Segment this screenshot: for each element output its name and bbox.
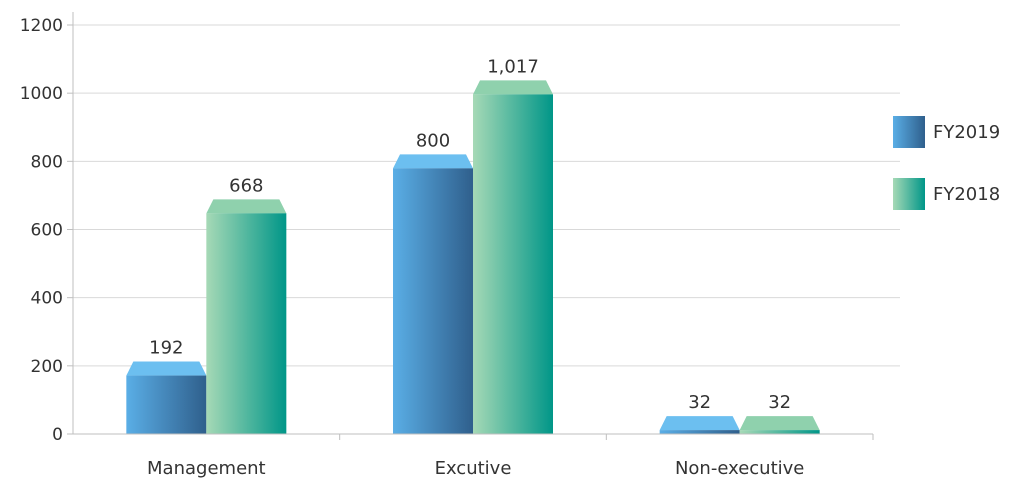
y-tick-label: 0	[52, 425, 63, 445]
x-category-label: Non-executive	[675, 458, 804, 479]
bar-top	[126, 361, 207, 376]
bar-series: 192 668 800 1,017 32 32	[126, 56, 820, 435]
bar-top	[739, 416, 820, 431]
bar-top	[206, 199, 287, 214]
bar-fy2018-non-executive	[739, 416, 820, 434]
bar-top	[393, 154, 473, 169]
legend-swatch-fy2019	[893, 116, 925, 148]
y-tick-label: 1200	[20, 16, 63, 36]
legend-label: FY2019	[933, 122, 1000, 143]
data-label: 1,017	[487, 56, 539, 77]
bar-body	[739, 430, 820, 434]
legend: FY2019 FY2018	[893, 116, 1000, 210]
legend-swatch-fy2018	[893, 178, 925, 210]
y-tick-label: 1000	[20, 84, 63, 104]
bar-fy2019-management	[126, 361, 207, 434]
y-tick-label: 600	[31, 221, 63, 241]
bar-fy2018-management	[206, 199, 287, 434]
y-tick-label: 400	[31, 289, 63, 309]
y-axis: 0 200 400 600 800 1000 1200	[20, 12, 74, 445]
x-category-label: Excutive	[435, 458, 512, 479]
bar-fy2019-excutive	[393, 154, 473, 435]
data-label: 32	[688, 392, 711, 413]
data-label: 192	[149, 338, 183, 359]
data-label: 668	[229, 175, 263, 196]
bar-body	[393, 168, 473, 435]
bar-top	[473, 80, 553, 95]
bar-fy2019-non-executive	[659, 416, 740, 434]
x-category-label: Management	[147, 458, 266, 479]
bar-body	[126, 375, 207, 434]
y-tick-label: 800	[31, 152, 63, 172]
bar-body	[206, 213, 287, 434]
y-tick-label: 200	[31, 357, 63, 377]
bar-body	[473, 94, 553, 434]
bar-fy2018-excutive	[473, 80, 553, 434]
bar-top	[659, 416, 740, 431]
bar-body	[659, 430, 740, 434]
data-label: 32	[768, 392, 791, 413]
x-axis: Management Excutive Non-executive	[73, 433, 874, 479]
legend-label: FY2018	[933, 184, 1000, 205]
data-label: 800	[416, 130, 450, 151]
